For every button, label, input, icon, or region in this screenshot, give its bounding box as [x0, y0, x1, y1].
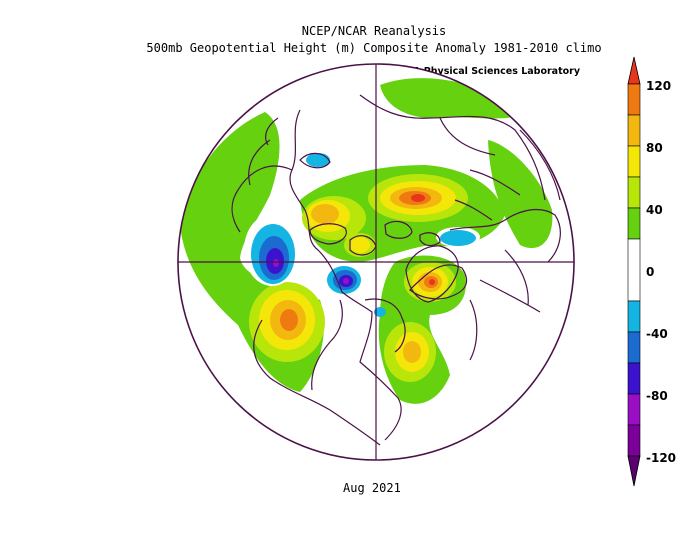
title-line-1: NCEP/NCAR Reanalysis: [301, 24, 447, 38]
anomaly-field: [178, 64, 574, 460]
colorbar-tick-neg40: -40: [646, 327, 668, 341]
date-label: Aug 2021: [343, 481, 401, 495]
colorbar: 120 80 40 0 -40 -80 -120: [627, 56, 676, 487]
colorbar-tick-80: 80: [646, 141, 663, 155]
map-boundary: [177, 63, 575, 461]
title-line-2: 500mb Geopotential Height (m) Composite …: [146, 41, 602, 55]
colorbar-top-arrow: [627, 56, 641, 85]
colorbar-tick-neg80: -80: [646, 389, 668, 403]
colorbar-tick-120: 120: [646, 79, 671, 93]
colorbar-bottom-arrow: [627, 455, 641, 487]
anomaly-positive-max: [411, 194, 435, 285]
colorbar-tick-40: 40: [646, 203, 663, 217]
coastlines: [231, 94, 561, 446]
colorbar-tick-0: 0: [646, 265, 654, 279]
lab-credit: NOAA Physical Sciences Laboratory: [390, 66, 581, 77]
colorbar-tick-neg120: -120: [646, 451, 676, 465]
